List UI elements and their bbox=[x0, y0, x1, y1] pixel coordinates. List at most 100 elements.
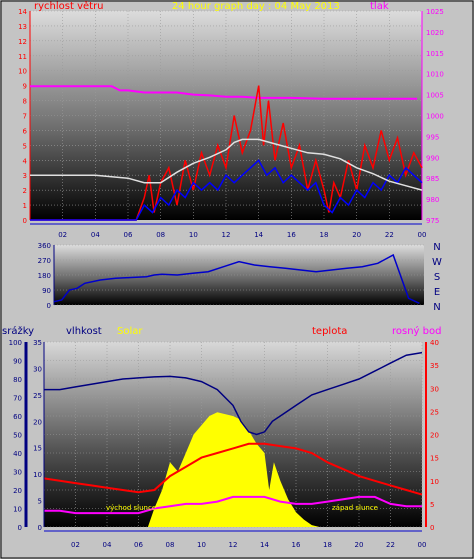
x-tick-label: 18 bbox=[320, 231, 329, 239]
direction-tick-label: 0 bbox=[47, 302, 51, 310]
rain-tick-label: 80 bbox=[13, 376, 22, 384]
rain-tick-label: 20 bbox=[13, 487, 22, 495]
rain-tick-label: 60 bbox=[13, 413, 22, 421]
x-tick-label: 20 bbox=[355, 541, 364, 549]
compass-letter: S bbox=[434, 272, 440, 283]
x-tick-label: 22 bbox=[386, 541, 395, 549]
compass-letter: N bbox=[433, 242, 440, 253]
temperature-tick-label: 30 bbox=[430, 385, 439, 393]
humidity-tick-label: 10 bbox=[33, 471, 42, 479]
humidity-label: vlhkost bbox=[66, 326, 102, 337]
y-left-tick-label: 2 bbox=[23, 187, 27, 195]
y-right-tick-label: 1005 bbox=[426, 92, 444, 100]
x-tick-label: 10 bbox=[189, 231, 198, 239]
y-left-tick-label: 9 bbox=[23, 83, 27, 91]
y-right-tick-label: 1000 bbox=[426, 113, 444, 121]
temperature-tick-label: 15 bbox=[430, 455, 439, 463]
solar-label: Solar bbox=[117, 326, 143, 337]
y-right-tick-label: 995 bbox=[426, 133, 439, 141]
x-tick-label: 00 bbox=[418, 541, 427, 549]
compass-letter: N bbox=[433, 302, 440, 313]
chart-title: 24 hour graph day : 04 May 2013 bbox=[172, 1, 340, 12]
wind-pressure-axes: 02 04 06 08 10 12 14 16 18 20 22 000123456789101112… bbox=[18, 8, 444, 239]
series-smer bbox=[53, 253, 420, 304]
humidity-tick-label: 35 bbox=[33, 339, 42, 347]
direction-tick-label: 270 bbox=[38, 257, 51, 265]
x-tick-label: 22 bbox=[385, 231, 394, 239]
x-tick-label: 12 bbox=[229, 541, 238, 549]
series-vlhkost bbox=[44, 351, 423, 436]
direction-tick-label: 180 bbox=[38, 272, 51, 280]
y-right-tick-label: 1010 bbox=[426, 71, 444, 79]
x-tick-label: 08 bbox=[156, 231, 165, 239]
y-right-tick-label: 980 bbox=[426, 196, 439, 204]
compass-letter: E bbox=[434, 287, 440, 298]
rain-tick-label: 10 bbox=[13, 506, 22, 514]
x-tick-label: 14 bbox=[254, 231, 263, 239]
y-right-tick-label: 975 bbox=[426, 217, 439, 225]
rain-tick-label: 40 bbox=[13, 450, 22, 458]
x-tick-label: 16 bbox=[287, 231, 296, 239]
pressure-label: tlak bbox=[370, 1, 389, 12]
x-tick-label: 02 bbox=[58, 231, 67, 239]
series-temp-light bbox=[30, 138, 423, 191]
y-left-tick-label: 7 bbox=[23, 113, 27, 121]
direction-tick-label: 360 bbox=[38, 242, 51, 250]
x-tick-label: 04 bbox=[91, 231, 100, 239]
y-left-tick-label: 6 bbox=[23, 127, 28, 135]
temperature-tick-label: 40 bbox=[430, 339, 439, 347]
wind-direction-plot-area bbox=[54, 245, 424, 305]
direction-tick-label: 90 bbox=[42, 287, 51, 295]
temperature-axes: 02 04 06 08 10 12 14 16 18 20 22 000102030405060708… bbox=[9, 339, 439, 549]
temperature-tick-label: 35 bbox=[430, 362, 439, 370]
series-tlak bbox=[30, 85, 418, 100]
rain-tick-label: 90 bbox=[13, 358, 22, 366]
x-tick-label: 12 bbox=[222, 231, 231, 239]
x-tick-label: 00 bbox=[418, 231, 427, 239]
rain-tick-label: 70 bbox=[13, 395, 22, 403]
y-right-tick-label: 1025 bbox=[426, 8, 444, 16]
temperature-tick-label: 10 bbox=[430, 478, 439, 486]
y-left-tick-label: 14 bbox=[18, 8, 27, 16]
y-left-tick-label: 11 bbox=[18, 53, 27, 61]
x-tick-label: 04 bbox=[103, 541, 112, 549]
compass-letter: W bbox=[432, 257, 442, 268]
temperature-tick-label: 0 bbox=[430, 524, 434, 532]
series-rosny-bod bbox=[44, 495, 422, 515]
series-solar bbox=[44, 412, 422, 527]
y-right-tick-label: 1020 bbox=[426, 29, 444, 37]
humidity-tick-label: 25 bbox=[33, 392, 42, 400]
dewpoint-label: rosný bod bbox=[392, 325, 441, 337]
temperature-tick-label: 20 bbox=[430, 432, 439, 440]
x-tick-label: 16 bbox=[292, 541, 301, 549]
y-left-tick-label: 10 bbox=[18, 68, 27, 76]
y-left-tick-label: 3 bbox=[23, 172, 27, 180]
y-left-tick-label: 13 bbox=[18, 23, 27, 31]
temperature-tick-label: 25 bbox=[430, 408, 439, 416]
x-tick-label: 20 bbox=[352, 231, 361, 239]
y-right-tick-label: 985 bbox=[426, 175, 439, 183]
rain-tick-label: 50 bbox=[13, 432, 22, 440]
y-left-tick-label: 8 bbox=[23, 98, 27, 106]
x-tick-label: 08 bbox=[166, 541, 175, 549]
y-right-tick-label: 990 bbox=[426, 154, 439, 162]
humidity-tick-label: 30 bbox=[33, 365, 42, 373]
series-gust bbox=[30, 85, 423, 221]
humidity-tick-label: 0 bbox=[38, 524, 42, 532]
rain-tick-label: 0 bbox=[18, 524, 22, 532]
y-right-tick-label: 1015 bbox=[426, 50, 444, 58]
wind-direction-series bbox=[53, 253, 420, 304]
humidity-tick-label: 5 bbox=[38, 498, 42, 506]
rain-tick-label: 100 bbox=[9, 339, 22, 347]
temperature-label: teplota bbox=[312, 326, 347, 337]
x-tick-label: 10 bbox=[197, 541, 206, 549]
rain-tick-label: 30 bbox=[13, 469, 22, 477]
series-teplota bbox=[43, 442, 423, 496]
temperature-series bbox=[43, 351, 423, 527]
wind-pressure-series bbox=[30, 85, 423, 221]
rain-label: srážky bbox=[2, 325, 34, 337]
temperature-tick-label: 5 bbox=[430, 501, 434, 509]
